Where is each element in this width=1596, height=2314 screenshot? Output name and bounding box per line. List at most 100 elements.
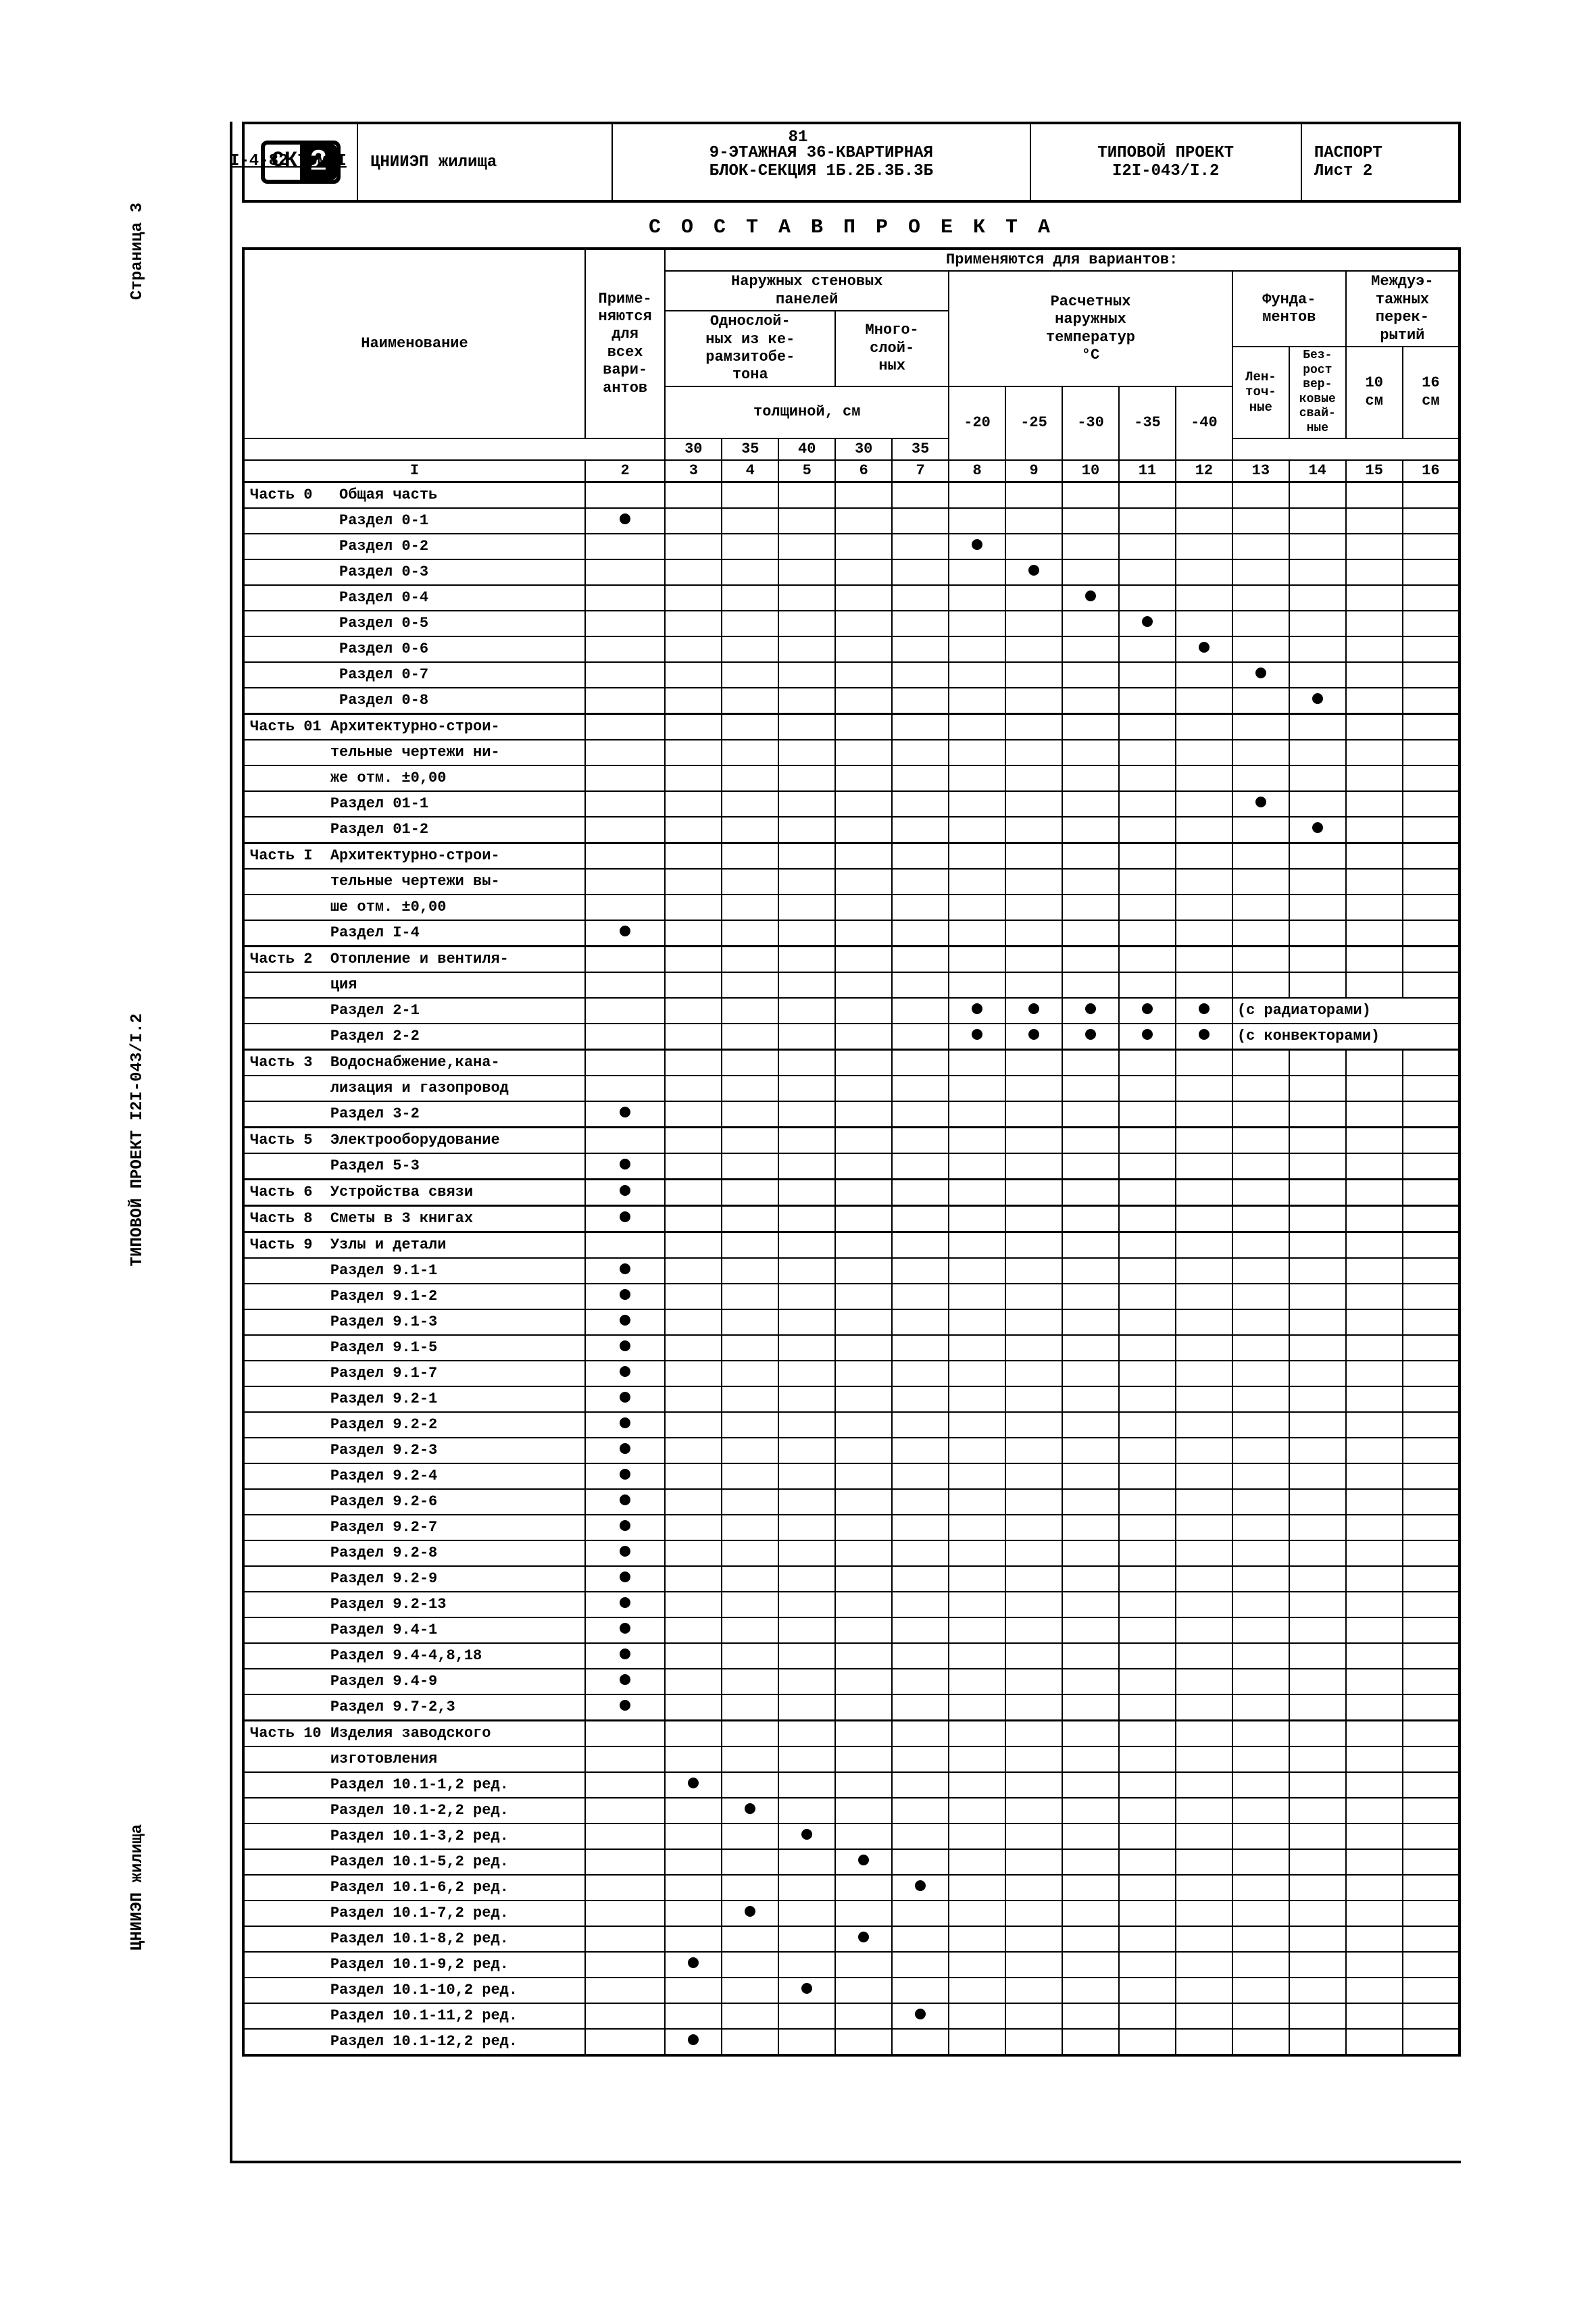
row-label: Раздел 9.1-2 [243,1284,585,1309]
dot-icon [1028,565,1039,576]
cell [835,636,892,662]
dot-icon [1312,822,1323,833]
cell [1062,817,1119,843]
cell [1062,1669,1119,1694]
cell [665,611,722,636]
cell [778,688,835,714]
cell [1005,1153,1062,1180]
cell [778,998,835,1024]
cell [835,1076,892,1101]
cell [585,1978,665,2003]
cell [1176,1076,1232,1101]
dot-icon [1199,642,1210,653]
cell [1062,1309,1119,1335]
bottom-spacer [242,2057,1461,2151]
cell [1289,895,1346,920]
cell [1062,920,1119,947]
cell [949,1875,1005,1901]
cell [722,1592,778,1617]
cell [1346,1258,1403,1284]
row-note: (с радиаторами) [1232,998,1460,1024]
row-label: Раздел 9.2-4 [243,1463,585,1489]
organization: ЦНИИЭП жилища [357,123,612,201]
project-code: ТИПОВОЙ ПРОЕКТ I2I-043/I.2 [1030,123,1301,201]
cell [585,611,665,636]
table-row: Раздел 0-2 [243,534,1460,559]
cell [1062,1438,1119,1463]
cell [1289,1694,1346,1721]
cell [1289,1772,1346,1798]
table-row: Раздел 9.2-1 [243,1386,1460,1412]
cell [949,1643,1005,1669]
table-row: Раздел 3-2 [243,1101,1460,1128]
cell [1232,559,1289,585]
cell [1176,740,1232,765]
cell [778,1823,835,1849]
cell [949,817,1005,843]
cell [665,1617,722,1643]
cell [1176,1798,1232,1823]
cell [1062,869,1119,895]
table-row: Раздел 0-4 [243,585,1460,611]
cell [665,1024,722,1050]
cell [1176,1284,1232,1309]
dot-icon [688,2034,699,2045]
cell [1005,1643,1062,1669]
cell [1062,611,1119,636]
cell [722,2029,778,2055]
cell [835,869,892,895]
cell [1062,688,1119,714]
cell [1062,559,1119,585]
cell [1062,636,1119,662]
cell [1062,1128,1119,1154]
cell [1232,482,1289,509]
cell [585,1180,665,1206]
cell [1062,1335,1119,1361]
dot-icon [745,1803,755,1814]
cell [1005,895,1062,920]
table-row: Раздел 9.2-2 [243,1412,1460,1438]
cell [835,1875,892,1901]
cell [585,1128,665,1154]
cell [778,972,835,998]
table-row: Раздел 0-6 [243,636,1460,662]
cell [585,1076,665,1101]
table-row: Раздел 9.4-1 [243,1617,1460,1643]
colnum-12: 12 [1176,460,1232,482]
row-label: Раздел 9.1-7 [243,1361,585,1386]
cell [1005,534,1062,559]
cell [1403,1926,1460,1952]
cell [1403,1386,1460,1412]
cell [1119,1206,1176,1232]
cell [1403,559,1460,585]
cell [949,688,1005,714]
cell [1119,1978,1176,2003]
row-label: Раздел 10.1-8,2 ред. [243,1926,585,1952]
cell [1119,1798,1176,1823]
cell [585,1746,665,1772]
cell [778,534,835,559]
cell [949,508,1005,534]
cell [1232,508,1289,534]
cell [1005,1952,1062,1978]
cell [1232,1335,1289,1361]
section-title: С О С Т А В П Р О Е К Т А [242,203,1461,247]
cell [1005,1386,1062,1412]
cell [1119,869,1176,895]
cell [1346,482,1403,509]
col-found-strip: Лен- точ- ные [1232,347,1289,438]
cell [585,1952,665,1978]
cell [1289,1438,1346,1463]
row-label: Раздел 10.1-12,2 ред. [243,2029,585,2055]
dot-icon [620,1623,630,1634]
cell [1232,1309,1289,1335]
cell [1403,1258,1460,1284]
row-label: ше отм. ±0,00 [243,895,585,920]
cell [778,1721,835,1747]
cell [1176,636,1232,662]
cell [1062,1952,1119,1978]
block-name: 9-ЭТАЖНАЯ 36-КВАРТИРНАЯ БЛОК-СЕКЦИЯ 1Б.2… [612,123,1030,201]
cell [1346,559,1403,585]
cell [1403,1643,1460,1669]
row-note: (с конвекторами) [1232,1024,1460,1050]
